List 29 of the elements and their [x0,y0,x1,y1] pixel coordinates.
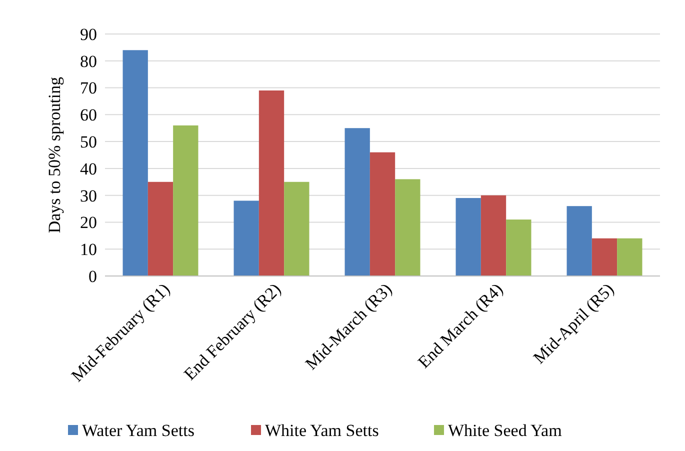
y-tick-label: 10 [80,240,97,260]
legend-label: White Seed Yam [448,420,562,440]
bar [480,195,506,276]
bar [592,238,618,276]
bar [122,50,148,276]
y-tick-label: 90 [80,24,97,44]
y-tick-label: 70 [80,78,97,98]
bar [395,179,420,276]
y-tick-label: 30 [80,186,97,206]
bar [617,238,642,276]
bar [456,198,481,276]
bar [506,220,532,276]
y-tick-label: 0 [88,266,97,286]
y-tick-label: 80 [80,52,97,71]
y-tick-label: 20 [80,213,97,232]
bar [148,182,174,276]
bar [284,182,310,276]
y-axis-title: Days to 50% sprouting [45,76,64,234]
bar [234,200,259,276]
bar [566,206,592,276]
bar [258,90,284,276]
legend-label: Water Yam Setts [82,420,194,440]
bar [173,125,198,276]
bar [344,128,370,276]
bar [370,152,396,276]
y-tick-label: 60 [80,106,97,125]
legend-label: White Yam Setts [265,420,379,440]
y-tick-label: 50 [80,132,97,152]
y-tick-label: 40 [80,159,97,178]
